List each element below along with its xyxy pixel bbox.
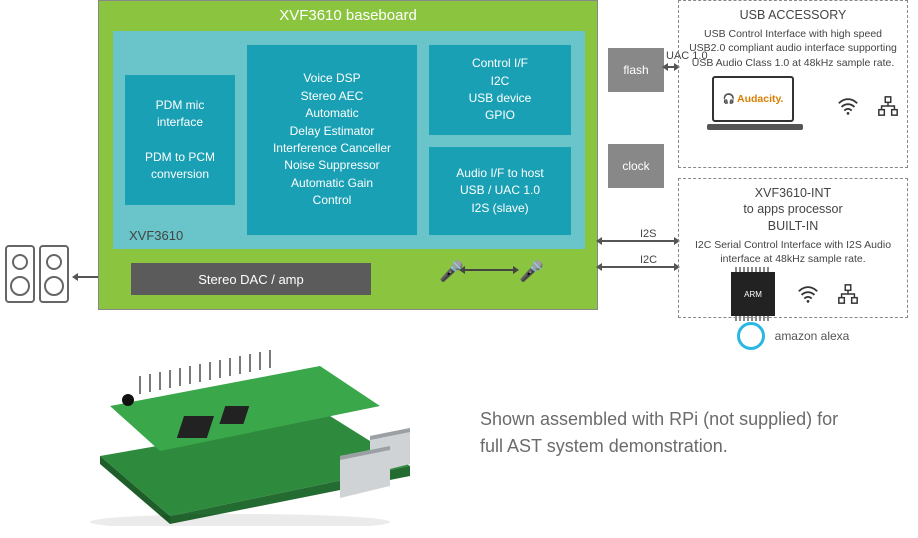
conn-i2c-label: I2C — [638, 254, 659, 266]
int-icon-row: ARM — [687, 272, 899, 316]
conn-i2s-label: I2S — [638, 228, 659, 240]
clock-label: clock — [622, 159, 649, 173]
usb-panel-desc: USB Control Interface with high speed US… — [687, 27, 899, 70]
chip-label: ARM — [744, 290, 762, 299]
clock-block: clock — [608, 144, 664, 188]
flash-block: flash — [608, 48, 664, 92]
network-icon-2 — [837, 283, 859, 305]
audio-text: Audio I/F to host USB / UAC 1.0 I2S (sla… — [456, 165, 543, 217]
rpi-board-illustration — [70, 336, 430, 526]
usb-icon-row: Audacity. — [687, 76, 899, 136]
baseboard-title: XVF3610 baseboard — [99, 7, 597, 24]
dac-block: Stereo DAC / amp — [131, 263, 371, 295]
arm-chip-icon: ARM — [731, 272, 775, 316]
usb-panel-title: USB ACCESSORY — [687, 7, 899, 23]
dac-label: Stereo DAC / amp — [198, 272, 304, 287]
processor-label: XVF3610 — [129, 228, 183, 243]
control-block: Control I/F I2C USB device GPIO — [429, 45, 571, 135]
diagram-bottom: Shown assembled with RPi (not supplied) … — [0, 320, 918, 538]
audacity-logo: Audacity. — [723, 93, 784, 105]
wifi-icon — [837, 95, 859, 117]
int-panel: XVF3610-INT to apps processor BUILT-IN I… — [678, 178, 908, 318]
int-panel-title: XVF3610-INT to apps processor BUILT-IN — [687, 185, 899, 234]
processor-region: PDM mic interface PDM to PCM conversion … — [113, 31, 585, 249]
flash-label: flash — [623, 63, 648, 77]
speaker-arrow — [74, 276, 98, 278]
wifi-icon-2 — [797, 283, 819, 305]
int-title-1: XVF3610-INT — [755, 186, 831, 200]
diagram-top: XVF3610 baseboard PDM mic interface PDM … — [0, 0, 918, 320]
pdm-block: PDM mic interface PDM to PCM conversion — [125, 75, 235, 205]
laptop-icon: Audacity. — [707, 76, 799, 132]
speakers-icon — [4, 244, 74, 304]
dsp-text: Voice DSP Stereo AEC Automatic Delay Est… — [273, 70, 391, 209]
mic-arrow — [461, 269, 517, 271]
pdm-text: PDM mic interface PDM to PCM conversion — [131, 97, 229, 184]
conn-i2c — [598, 266, 678, 268]
ctrl-text: Control I/F I2C USB device GPIO — [469, 55, 532, 125]
network-icon — [877, 95, 899, 117]
int-title-2: to apps processor — [743, 202, 842, 216]
caption-text: Shown assembled with RPi (not supplied) … — [480, 406, 860, 460]
baseboard: XVF3610 baseboard PDM mic interface PDM … — [98, 0, 598, 310]
int-title-3: BUILT-IN — [768, 219, 818, 233]
dsp-block: Voice DSP Stereo AEC Automatic Delay Est… — [247, 45, 417, 235]
audio-block: Audio I/F to host USB / UAC 1.0 I2S (sla… — [429, 147, 571, 235]
usb-accessory-panel: USB ACCESSORY USB Control Interface with… — [678, 0, 908, 168]
conn-uac — [664, 66, 678, 68]
conn-i2s — [598, 240, 678, 242]
int-panel-desc: I2C Serial Control Interface with I2S Au… — [687, 238, 899, 266]
